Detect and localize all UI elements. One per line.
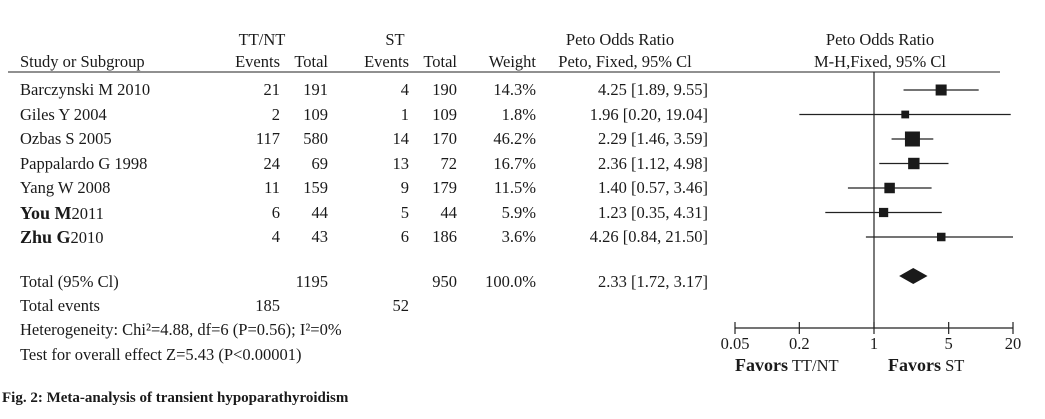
total-label: Total (95% Cl) <box>20 272 119 291</box>
row-total-2: 170 <box>432 129 457 148</box>
row-weight: 46.2% <box>493 129 536 148</box>
row-weight: 16.7% <box>493 153 536 173</box>
row-events-1: 24 <box>263 153 281 173</box>
header-events-2: Events <box>364 52 409 71</box>
study-marker <box>901 110 910 119</box>
favors-right-bold: Favors <box>888 355 941 375</box>
row-events-1: 21 <box>263 80 281 99</box>
study-marker <box>878 207 889 218</box>
heterogeneity-text: Heterogeneity: Chi²=4.88, df=6 (P=0.56);… <box>20 320 342 339</box>
pooled-diamond <box>899 268 928 284</box>
row-study: Giles Y 2004 <box>20 104 107 124</box>
row-ci: 1.40 [0.57, 3.46] <box>598 178 708 197</box>
row-total-1: 44 <box>311 202 329 222</box>
row-events-2: 13 <box>392 153 410 173</box>
study-marker <box>904 131 920 147</box>
study-marker <box>936 232 946 242</box>
row-ci: 4.25 [1.89, 9.55] <box>598 80 708 99</box>
row-events-2: 1 <box>400 104 409 124</box>
ratio-column-subtitle: Peto, Fixed, 95% Cl <box>558 52 692 71</box>
row-events-1: 4 <box>271 227 280 246</box>
total-treatment: 1195 <box>295 272 328 291</box>
row-study-author: Zhu G <box>20 227 71 247</box>
row-events-2: 5 <box>400 202 409 222</box>
row-weight: 11.5% <box>493 178 536 197</box>
x-tick-label: 20 <box>1005 334 1022 353</box>
row-total-1: 69 <box>311 153 329 173</box>
favors-left-group: TT/NT <box>791 356 839 375</box>
x-tick-label: 0.05 <box>721 334 750 353</box>
row-total-1: 109 <box>303 104 328 124</box>
plot-title: Peto Odds Ratio <box>825 30 935 49</box>
group-header-control: ST <box>385 30 405 49</box>
row-study-year: 2010 <box>70 228 104 247</box>
row-study: Zhu G2010 <box>20 227 104 248</box>
header-events-1: Events <box>235 52 280 71</box>
row-total-2: 190 <box>432 80 457 99</box>
overall-effect-text: Test for overall effect Z=5.43 (P<0.0000… <box>20 345 302 364</box>
row-weight: 3.6% <box>501 227 536 246</box>
row-total-1: 159 <box>303 178 328 197</box>
row-study: Yang W 2008 <box>20 178 111 197</box>
row-weight: 1.8% <box>501 104 536 124</box>
row-total-1: 580 <box>303 129 328 148</box>
total-events-label: Total events <box>20 296 100 315</box>
x-tick-label: 5 <box>945 334 953 353</box>
favors-right: Favors ST <box>888 355 964 376</box>
row-total-2: 109 <box>432 104 457 124</box>
total-weight: 100.0% <box>485 272 536 291</box>
row-weight: 5.9% <box>501 202 536 222</box>
row-ci: 2.29 [1.46, 3.59] <box>598 129 708 148</box>
x-tick-label: 0.2 <box>789 334 810 353</box>
row-study: Ozbas S 2005 <box>20 129 112 148</box>
favors-left: Favors TT/NT <box>735 355 839 376</box>
row-total-2: 179 <box>432 178 457 197</box>
row-total-1: 191 <box>303 80 328 99</box>
total-ci: 2.33 [1.72, 3.17] <box>598 272 708 291</box>
row-study: Pappalardo G 1998 <box>20 153 148 173</box>
row-events-2: 6 <box>400 227 409 246</box>
row-total-1: 43 <box>311 227 329 246</box>
ratio-column-title: Peto Odds Ratio <box>565 30 675 49</box>
group-header-treatment: TT/NT <box>238 30 286 49</box>
row-weight: 14.3% <box>493 80 536 99</box>
row-ci: 4.26 [0.84, 21.50] <box>589 227 708 246</box>
favors-right-group: ST <box>945 356 965 375</box>
header-total-1: Total <box>294 52 328 71</box>
row-events-1: 11 <box>264 178 280 197</box>
row-events-1: 117 <box>255 129 280 148</box>
row-study-year: 2011 <box>71 203 104 223</box>
header-weight: Weight <box>488 52 536 71</box>
row-total-2: 72 <box>440 153 458 173</box>
total-control: 950 <box>432 272 457 291</box>
row-study: You M2011 <box>20 203 104 224</box>
row-events-1: 2 <box>271 104 280 124</box>
study-marker <box>908 157 920 170</box>
plot-subtitle: M-H,Fixed, 95% Cl <box>814 52 946 71</box>
row-events-2: 9 <box>400 178 409 197</box>
favors-left-bold: Favors <box>735 355 788 375</box>
total-events-treatment: 185 <box>255 296 280 315</box>
row-total-2: 186 <box>432 227 457 246</box>
row-events-1: 6 <box>271 202 280 222</box>
study-marker <box>935 84 947 96</box>
row-study-author: You M <box>20 202 72 223</box>
figure-caption: Fig. 2: Meta-analysis of transient hypop… <box>2 390 349 406</box>
study-marker <box>884 182 895 194</box>
header-study: Study or Subgroup <box>20 52 145 71</box>
x-tick-label: 1 <box>870 334 878 353</box>
row-events-2: 4 <box>400 80 409 99</box>
row-total-2: 44 <box>440 202 458 222</box>
row-ci: 2.36 [1.12, 4.98] <box>598 153 708 173</box>
row-ci: 1.23 [0.35, 4.31] <box>598 202 708 222</box>
total-events-control: 52 <box>392 296 410 315</box>
row-ci: 1.96 [0.20, 19.04] <box>589 104 708 124</box>
row-study: Barczynski M 2010 <box>20 80 151 99</box>
row-events-2: 14 <box>392 129 410 148</box>
header-total-2: Total <box>423 52 457 71</box>
